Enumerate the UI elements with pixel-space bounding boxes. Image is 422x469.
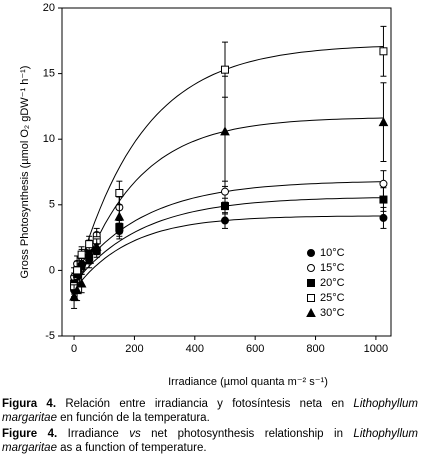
marker (379, 47, 388, 56)
y-axis-label: Gross Photosynthesis (µmol O₂ gDW⁻¹ h⁻¹) (19, 66, 31, 279)
caption-text: Relación entre irradiancia y fotosíntesi… (56, 398, 354, 410)
legend-marker (307, 264, 315, 272)
x-tick-label: 400 (186, 343, 204, 355)
legend-marker (306, 307, 316, 317)
marker (220, 126, 230, 136)
marker (91, 241, 102, 251)
x-tick-label: 0 (71, 343, 77, 355)
marker (77, 250, 86, 259)
marker (114, 211, 125, 221)
marker (69, 291, 79, 301)
marker (378, 117, 389, 127)
legend-label: 20°C (320, 277, 345, 289)
caption-text: net photosynthesis relationship in (140, 428, 354, 440)
marker (220, 202, 229, 211)
legend-marker (307, 294, 315, 302)
marker (379, 213, 388, 222)
legend-marker (307, 249, 315, 257)
x-tick-label: 200 (125, 343, 143, 355)
x-tick-label: 800 (306, 343, 324, 355)
y-tick-label: -5 (45, 330, 55, 342)
legend-label: 30°C (320, 307, 345, 319)
legend-marker (307, 279, 315, 287)
caption-text: en función de la temperatura. (56, 412, 210, 424)
marker (220, 65, 229, 74)
chart: Irradiance (µmol quanta m⁻² s⁻¹) Gross P… (19, 2, 392, 388)
caption-text: Irradiance (57, 428, 130, 440)
caption-text: Figura 4. (2, 398, 57, 410)
caption-text: Lithophyllum margaritae (2, 398, 418, 424)
fit-curve (73, 117, 384, 297)
marker (73, 266, 82, 275)
caption-text: Figure 4. (2, 428, 58, 440)
plot-frame (61, 7, 392, 337)
marker (72, 285, 82, 295)
marker (76, 278, 87, 288)
legend-label: 25°C (320, 292, 345, 304)
x-tick-label: 600 (246, 343, 264, 355)
caption-text: vs (129, 428, 141, 440)
figure-caption: Figura 4. Relación entre irradiancia y f… (2, 397, 418, 457)
x-axis-label: Irradiance (µmol quanta m⁻² s⁻¹) (168, 376, 328, 388)
legend-label: 15°C (320, 262, 345, 274)
marker (379, 195, 388, 204)
marker (220, 216, 229, 225)
y-tick-label: 10 (43, 133, 55, 145)
marker (220, 187, 229, 196)
marker (85, 240, 94, 249)
x-tick-label: 1000 (364, 343, 388, 355)
y-tick-label: 5 (49, 199, 55, 211)
y-tick-label: 20 (43, 2, 55, 14)
caption-paragraph: Figura 4. Relación entre irradiancia y f… (2, 397, 418, 425)
marker (115, 188, 124, 197)
y-tick-label: 15 (43, 68, 55, 80)
caption-text: as a function of temperature. (56, 442, 207, 454)
y-tick-label: 0 (49, 264, 55, 276)
legend-label: 10°C (320, 247, 345, 259)
caption-paragraph: Figure 4. Irradiance vs net photosynthes… (2, 427, 418, 455)
marker (379, 179, 388, 188)
marker (84, 254, 94, 264)
caption-text: Lithophyllum margaritae (2, 428, 418, 454)
